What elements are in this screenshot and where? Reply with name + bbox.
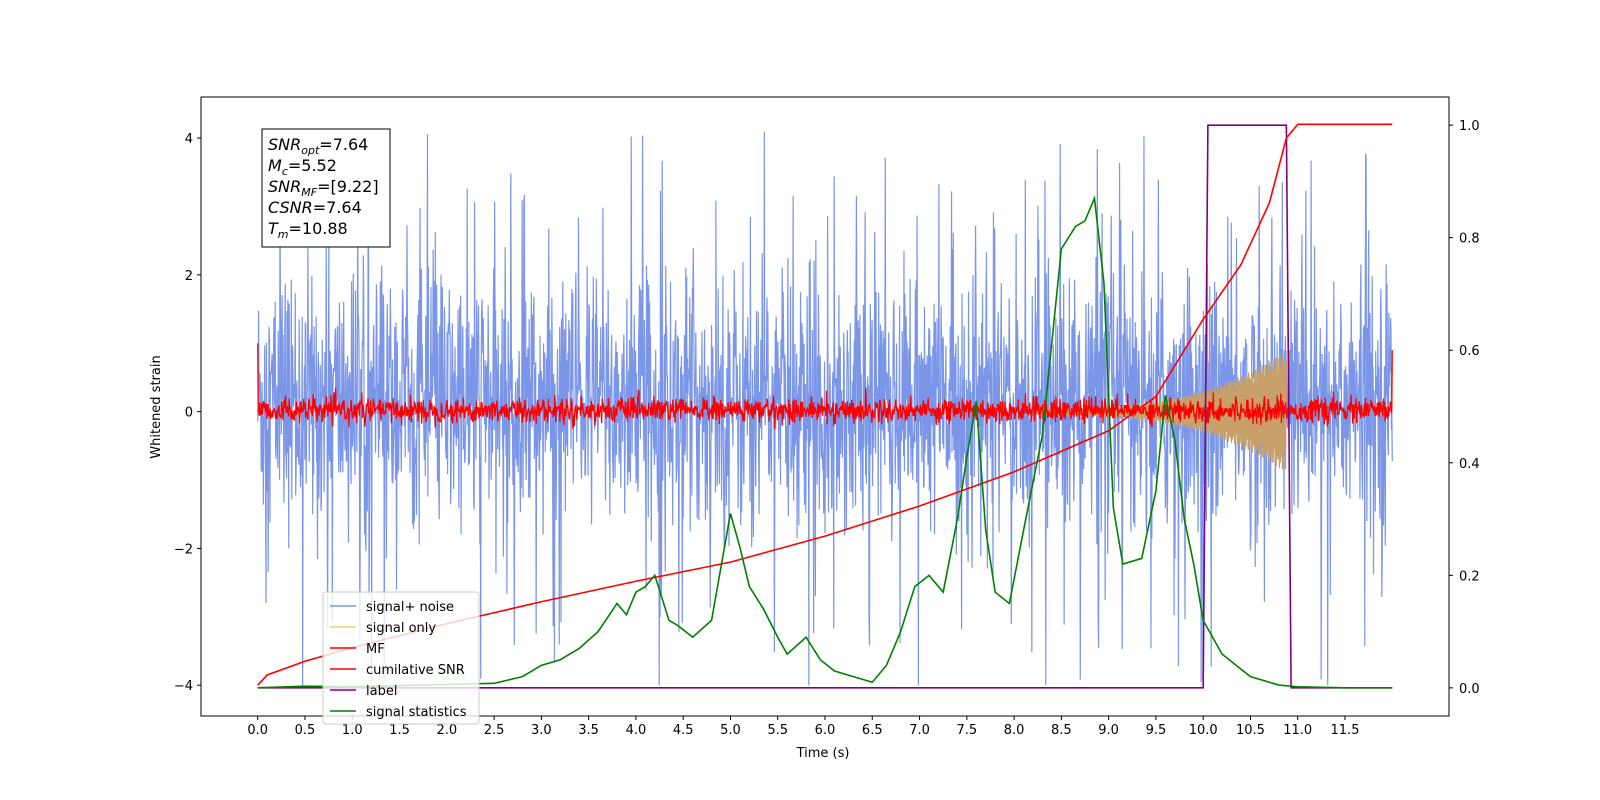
legend-label: signal only xyxy=(366,621,436,636)
y-axis-left: 4 2 0 −2 −4 xyxy=(174,132,201,694)
y-right-tick-label: 0.4 xyxy=(1459,457,1480,472)
x-tick-label: 2.0 xyxy=(436,723,457,738)
y-right-tick-label: 0.2 xyxy=(1459,569,1480,584)
series-signal-noise-line xyxy=(257,131,1393,686)
legend: signal+ noise signal only MF cumilative SNR… xyxy=(322,591,480,725)
x-tick-label: 8.5 xyxy=(1051,723,1072,738)
x-tick-label: 9.0 xyxy=(1098,723,1119,738)
x-tick-label: 2.5 xyxy=(484,723,505,738)
x-tick-label: 9.5 xyxy=(1146,723,1167,738)
legend-label: signal statistics xyxy=(366,705,467,720)
y-axis-label-left: Whitened strain xyxy=(149,355,164,458)
annotation-line: Mc=5.52 xyxy=(268,156,337,178)
x-tick-label: 11.5 xyxy=(1331,723,1360,738)
y-left-tick-label: 2 xyxy=(185,269,193,284)
x-tick-label: 8.0 xyxy=(1004,723,1025,738)
x-tick-label: 7.5 xyxy=(956,723,977,738)
data-layer xyxy=(257,123,1393,689)
annotation-line: SNRopt=7.64 xyxy=(268,135,368,157)
y-right-tick-label: 1.0 xyxy=(1459,119,1480,134)
x-tick-label: 10.0 xyxy=(1189,723,1218,738)
x-tick-label: 5.0 xyxy=(720,723,741,738)
x-tick-label: 3.0 xyxy=(531,723,552,738)
legend-label: label xyxy=(366,684,397,699)
legend-frame xyxy=(322,591,480,725)
legend-label: MF xyxy=(366,642,385,657)
y-left-tick-label: −2 xyxy=(174,542,193,557)
x-tick-label: 7.0 xyxy=(909,723,930,738)
y-right-tick-label: 0.0 xyxy=(1459,682,1480,697)
series-label-line xyxy=(257,124,1393,689)
annotation-line: SNRMF=[9.22] xyxy=(268,177,379,199)
series-signal-statistics-line xyxy=(257,195,1393,689)
x-tick-label: 10.5 xyxy=(1236,723,1265,738)
x-tick-label: 5.5 xyxy=(767,723,788,738)
x-tick-label: 6.5 xyxy=(862,723,883,738)
x-tick-label: 3.5 xyxy=(578,723,599,738)
x-tick-label: 4.0 xyxy=(626,723,647,738)
x-tick-label: 11.0 xyxy=(1283,723,1312,738)
series-mf-line xyxy=(257,343,1393,429)
series-signal-only-line xyxy=(1032,350,1287,470)
x-tick-label: 0.0 xyxy=(247,723,268,738)
x-tick-label: 0.5 xyxy=(295,723,316,738)
y-right-tick-label: 0.8 xyxy=(1459,232,1480,247)
annotation-line: CSNR=7.64 xyxy=(268,198,362,217)
annotation-frame xyxy=(261,128,391,248)
legend-label: cumilative SNR xyxy=(366,663,465,678)
y-axis-right: 1.0 0.8 0.6 0.4 0.2 0.0 xyxy=(1449,119,1480,697)
y-left-tick-label: 0 xyxy=(185,406,193,421)
y-left-tick-label: −4 xyxy=(174,679,193,694)
y-left-tick-label: 4 xyxy=(185,132,193,147)
legend-label: signal+ noise xyxy=(366,600,454,615)
x-axis: 0.0 0.5 1.0 1.5 2.0 2.5 3.0 3.5 4.0 4.5 5.0 5.5 6.0 6… xyxy=(247,716,1359,738)
annotation-line: Tm=10.88 xyxy=(268,219,348,241)
x-tick-label: 1.0 xyxy=(342,723,363,738)
x-tick-label: 4.5 xyxy=(673,723,694,738)
y-right-tick-label: 0.6 xyxy=(1459,344,1480,359)
x-axis-label: Time (s) xyxy=(796,746,850,761)
x-tick-label: 1.5 xyxy=(389,723,410,738)
x-tick-label: 6.0 xyxy=(815,723,836,738)
